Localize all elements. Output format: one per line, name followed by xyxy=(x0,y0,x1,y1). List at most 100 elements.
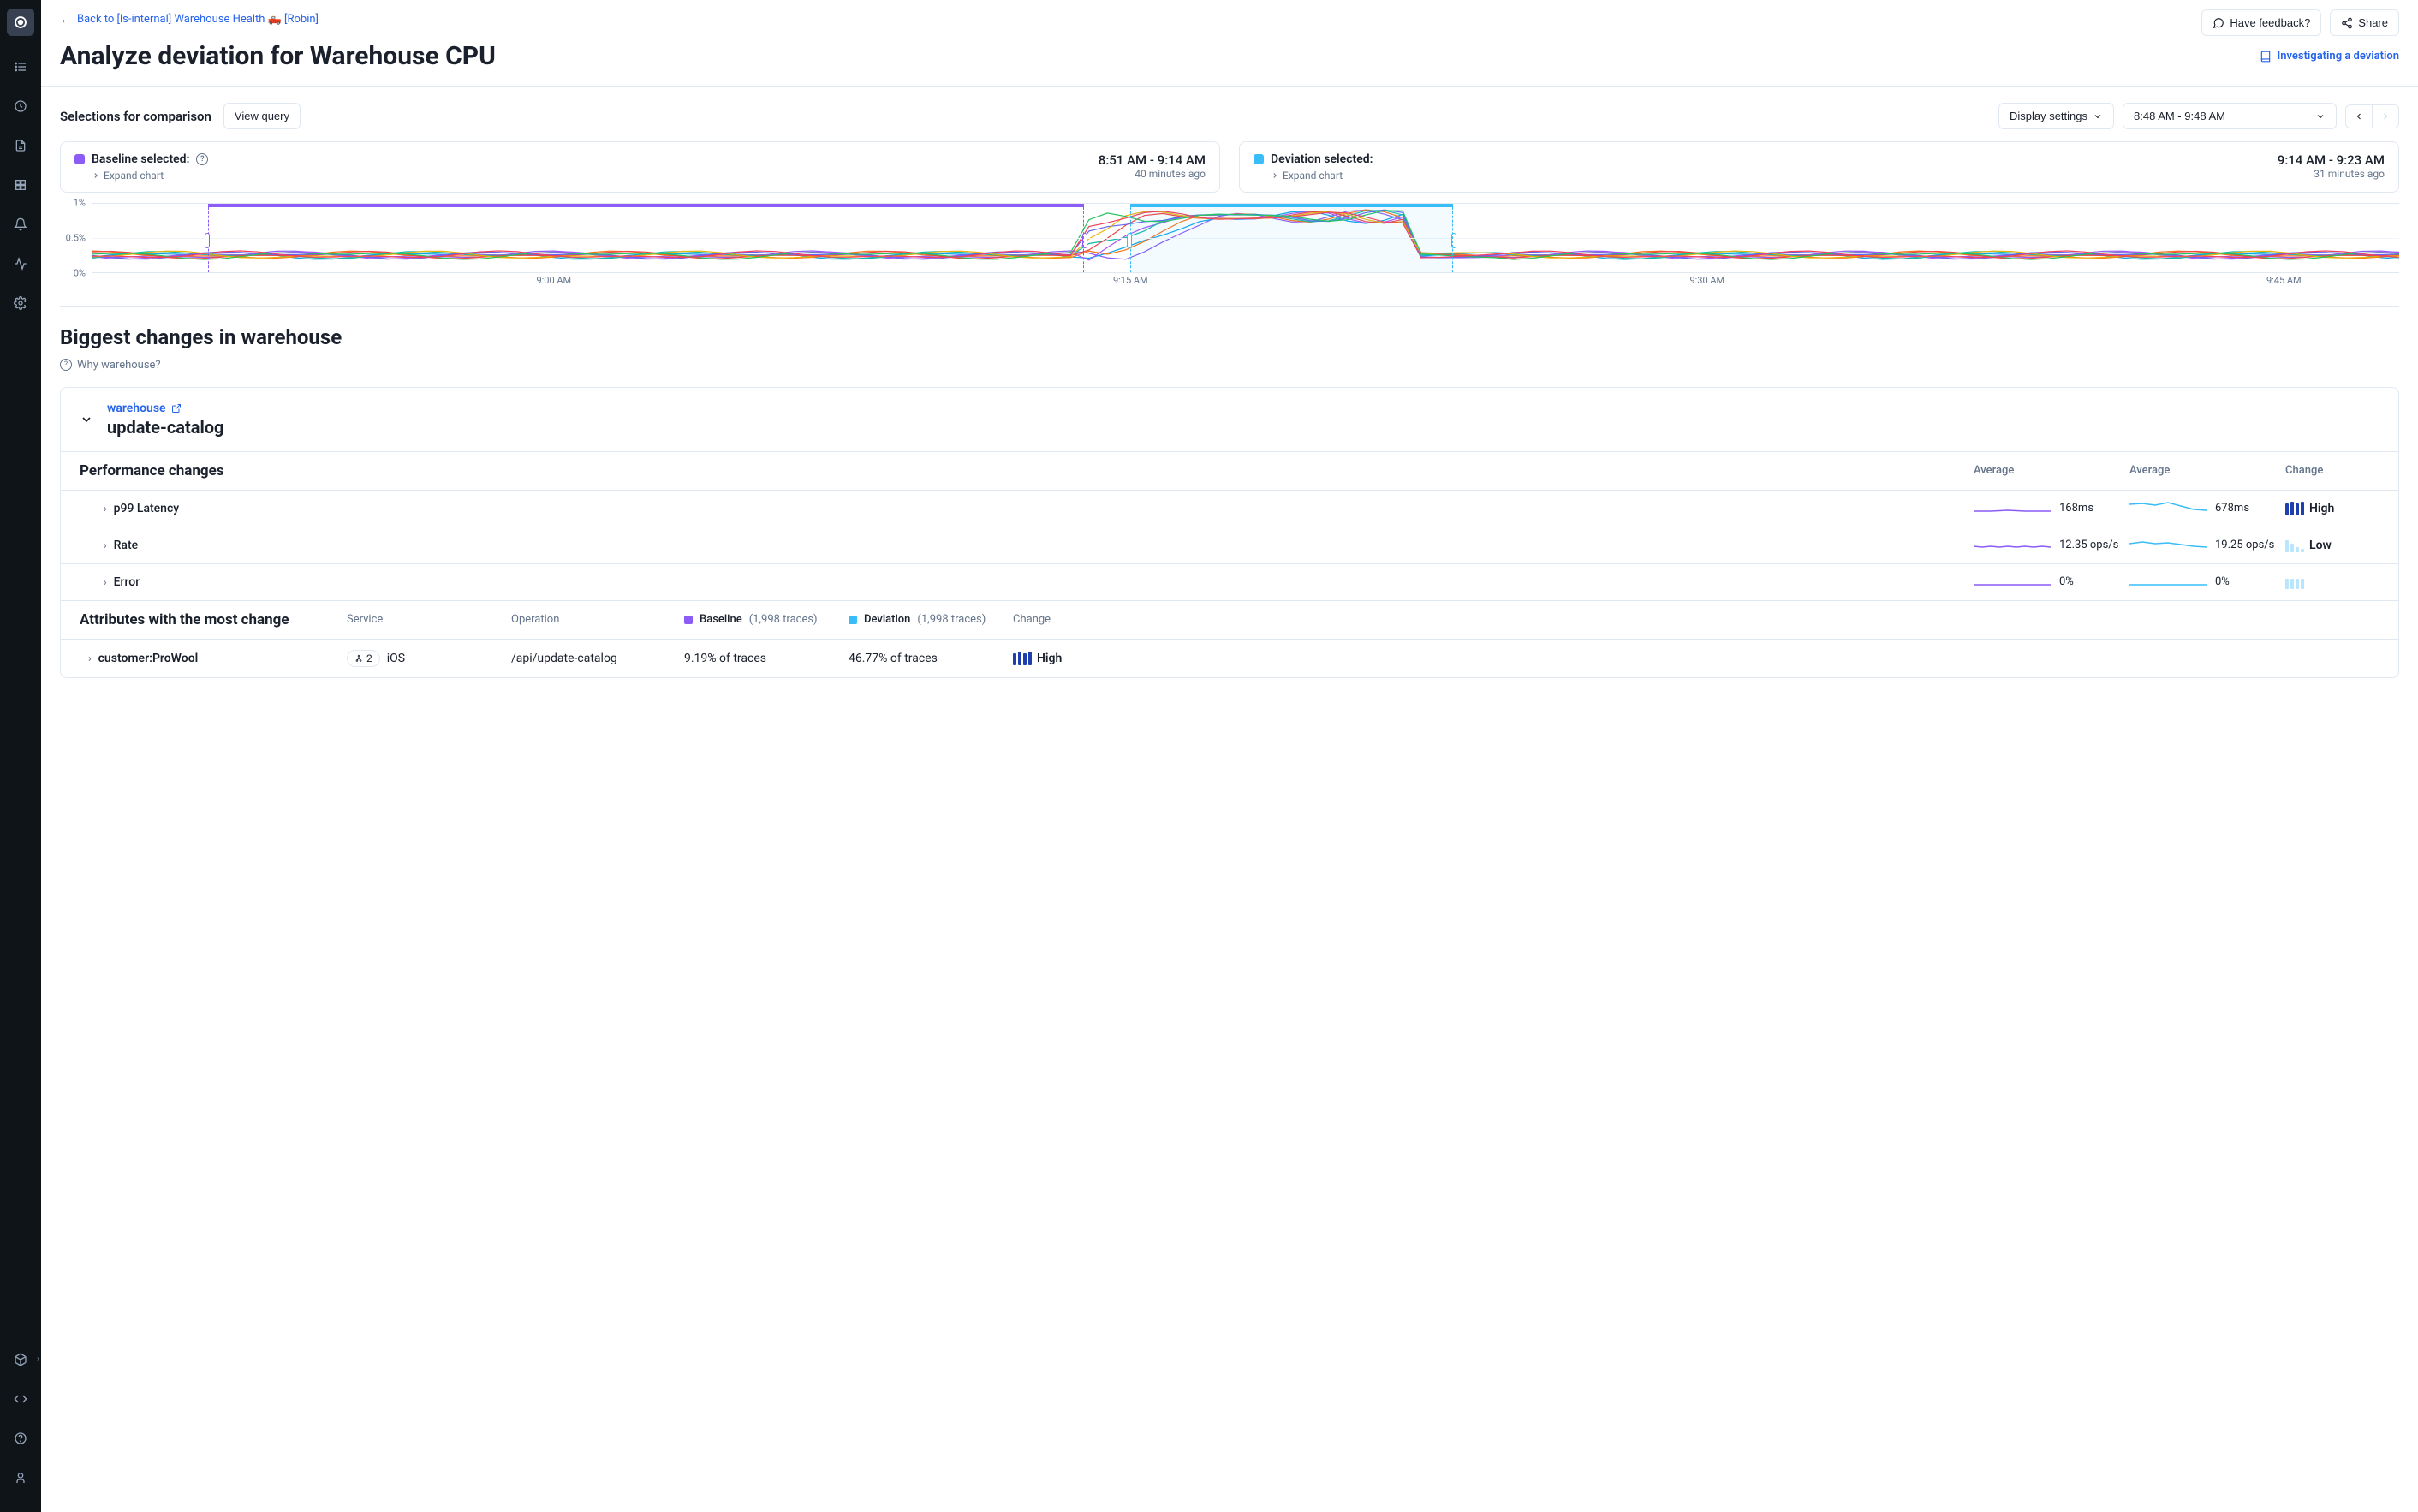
bell-icon[interactable] xyxy=(7,211,34,238)
change-card: warehouse update-catalog Performance cha… xyxy=(60,387,2399,678)
attrs-col-change: Change xyxy=(1013,613,1107,626)
attrs-col-operation: Operation xyxy=(511,613,674,626)
help-icon: ? xyxy=(60,359,72,371)
clock-icon[interactable] xyxy=(7,92,34,120)
back-link[interactable]: ← Back to [ls-internal] Warehouse Health… xyxy=(60,12,319,27)
metric-name: › p99 Latency xyxy=(80,502,1963,515)
chevron-right-icon: › xyxy=(104,539,107,551)
attrs-header-row: Attributes with the most change Service … xyxy=(61,600,2398,639)
chart-area[interactable] xyxy=(92,203,2399,273)
baseline-card: Baseline selected: ? Expand chart 8:51 A… xyxy=(60,141,1220,193)
attr-row[interactable]: › customer:ProWool 2 iOS /api/update-cat… xyxy=(61,639,2398,677)
change-header: Change xyxy=(2285,464,2379,477)
attrs-col-baseline: Baseline (1,998 traces) xyxy=(684,613,838,626)
display-settings-button[interactable]: Display settings xyxy=(1998,103,2114,129)
chevron-right-icon: › xyxy=(104,503,107,515)
book-icon xyxy=(2260,51,2272,63)
count-chip: 2 xyxy=(347,650,380,667)
attrs-col-service: Service xyxy=(347,613,501,626)
deviation-expand[interactable]: Expand chart xyxy=(1271,170,1373,182)
attr-deviation: 46.77% of traces xyxy=(849,652,1003,665)
attrs-header: Attributes with the most change xyxy=(80,611,336,628)
baseline-swatch xyxy=(74,154,85,164)
change-level xyxy=(2285,575,2379,589)
metric-name: › Error xyxy=(80,575,1963,589)
gear-icon[interactable] xyxy=(7,289,34,317)
chevron-down-icon xyxy=(2315,111,2326,122)
change-level: Low xyxy=(2285,539,2379,552)
chat-icon xyxy=(2213,17,2224,29)
deviation-chart[interactable]: 1%0.5%0% 9:00 AM9:15 AM9:30 AM9:45 AM xyxy=(60,203,2399,289)
share-icon xyxy=(2341,17,2353,29)
collapse-toggle[interactable] xyxy=(80,413,93,426)
activity-icon[interactable] xyxy=(7,250,34,277)
attr-operation: /api/update-catalog xyxy=(511,652,674,665)
baseline-range-handle[interactable] xyxy=(208,204,1085,272)
attr-baseline: 9.19% of traces xyxy=(684,652,838,665)
deviation-time: 9:14 AM - 9:23 AM xyxy=(2278,152,2385,168)
time-range-select[interactable]: 8:48 AM - 9:48 AM xyxy=(2123,103,2337,129)
document-icon[interactable] xyxy=(7,132,34,159)
grid-icon[interactable] xyxy=(7,171,34,199)
external-link-icon xyxy=(171,403,182,414)
baseline-value: 0% xyxy=(1974,574,2119,590)
baseline-ago: 40 minutes ago xyxy=(1099,168,1206,180)
time-next-button[interactable] xyxy=(2373,104,2399,128)
perf-row[interactable]: › Rate 12.35 ops/s 19.25 ops/s Low xyxy=(61,527,2398,563)
change-level: High xyxy=(2285,502,2379,515)
avg-header-2: Average xyxy=(2129,464,2275,477)
list-icon[interactable] xyxy=(7,53,34,80)
box-icon[interactable] xyxy=(7,1346,34,1373)
chevron-right-icon xyxy=(2380,111,2391,122)
why-link[interactable]: ? Why warehouse? xyxy=(60,359,161,372)
arrow-left-icon: ← xyxy=(60,12,72,27)
chevron-down-icon xyxy=(2093,111,2103,122)
user-icon[interactable] xyxy=(7,1464,34,1491)
deviation-value: 0% xyxy=(2129,574,2275,590)
doc-link[interactable]: Investigating a deviation xyxy=(2260,50,2399,63)
share-button[interactable]: Share xyxy=(2330,9,2399,36)
perf-row[interactable]: › Error 0% 0% xyxy=(61,563,2398,600)
biggest-changes-title: Biggest changes in warehouse xyxy=(60,325,2399,349)
chevron-right-icon: › xyxy=(88,652,92,664)
deviation-swatch xyxy=(1254,154,1264,164)
metric-name: › Rate xyxy=(80,539,1963,552)
code-icon[interactable] xyxy=(7,1385,34,1413)
help-icon[interactable] xyxy=(7,1425,34,1452)
back-link-label: Back to [ls-internal] Warehouse Health 🛻… xyxy=(77,13,319,26)
deviation-range-handle[interactable] xyxy=(1130,204,1453,272)
deviation-ago: 31 minutes ago xyxy=(2278,168,2385,180)
deviation-title: Deviation selected: xyxy=(1271,152,1373,166)
view-query-button[interactable]: View query xyxy=(223,103,301,129)
perf-header: Performance changes xyxy=(80,462,1963,479)
chevron-right-icon xyxy=(1271,171,1279,180)
help-icon[interactable]: ? xyxy=(196,153,208,165)
chart-y-axis: 1%0.5%0% xyxy=(60,203,89,273)
chevron-left-icon xyxy=(2354,111,2364,122)
baseline-value: 12.35 ops/s xyxy=(1974,538,2119,553)
deviation-value: 678ms xyxy=(2129,501,2275,516)
baseline-title: Baseline selected: xyxy=(92,152,189,166)
page-title: Analyze deviation for Warehouse CPU xyxy=(60,41,496,71)
perf-row[interactable]: › p99 Latency 168ms 678ms High xyxy=(61,490,2398,527)
time-prev-button[interactable] xyxy=(2345,104,2373,128)
logo-icon[interactable] xyxy=(7,9,34,36)
chart-x-axis: 9:00 AM9:15 AM9:30 AM9:45 AM xyxy=(92,275,2399,289)
service-link[interactable]: warehouse xyxy=(107,402,182,415)
attr-name: › customer:ProWool xyxy=(80,652,336,665)
avg-header-1: Average xyxy=(1974,464,2119,477)
attrs-col-deviation: Deviation (1,998 traces) xyxy=(849,613,1003,626)
deviation-value: 19.25 ops/s xyxy=(2129,538,2275,553)
change-level: High xyxy=(1013,652,1107,665)
baseline-time: 8:51 AM - 9:14 AM xyxy=(1099,152,1206,168)
baseline-expand[interactable]: Expand chart xyxy=(92,170,208,182)
chevron-right-icon xyxy=(92,171,100,180)
baseline-value: 168ms xyxy=(1974,501,2119,516)
deviation-card: Deviation selected: Expand chart 9:14 AM… xyxy=(1239,141,2399,193)
left-sidebar xyxy=(0,0,41,1512)
attr-service: 2 iOS xyxy=(347,650,501,667)
feedback-button[interactable]: Have feedback? xyxy=(2201,9,2321,36)
comparison-label: Selections for comparison xyxy=(60,109,211,124)
perf-header-row: Performance changes Average Average Chan… xyxy=(61,451,2398,490)
chevron-right-icon: › xyxy=(104,576,107,588)
